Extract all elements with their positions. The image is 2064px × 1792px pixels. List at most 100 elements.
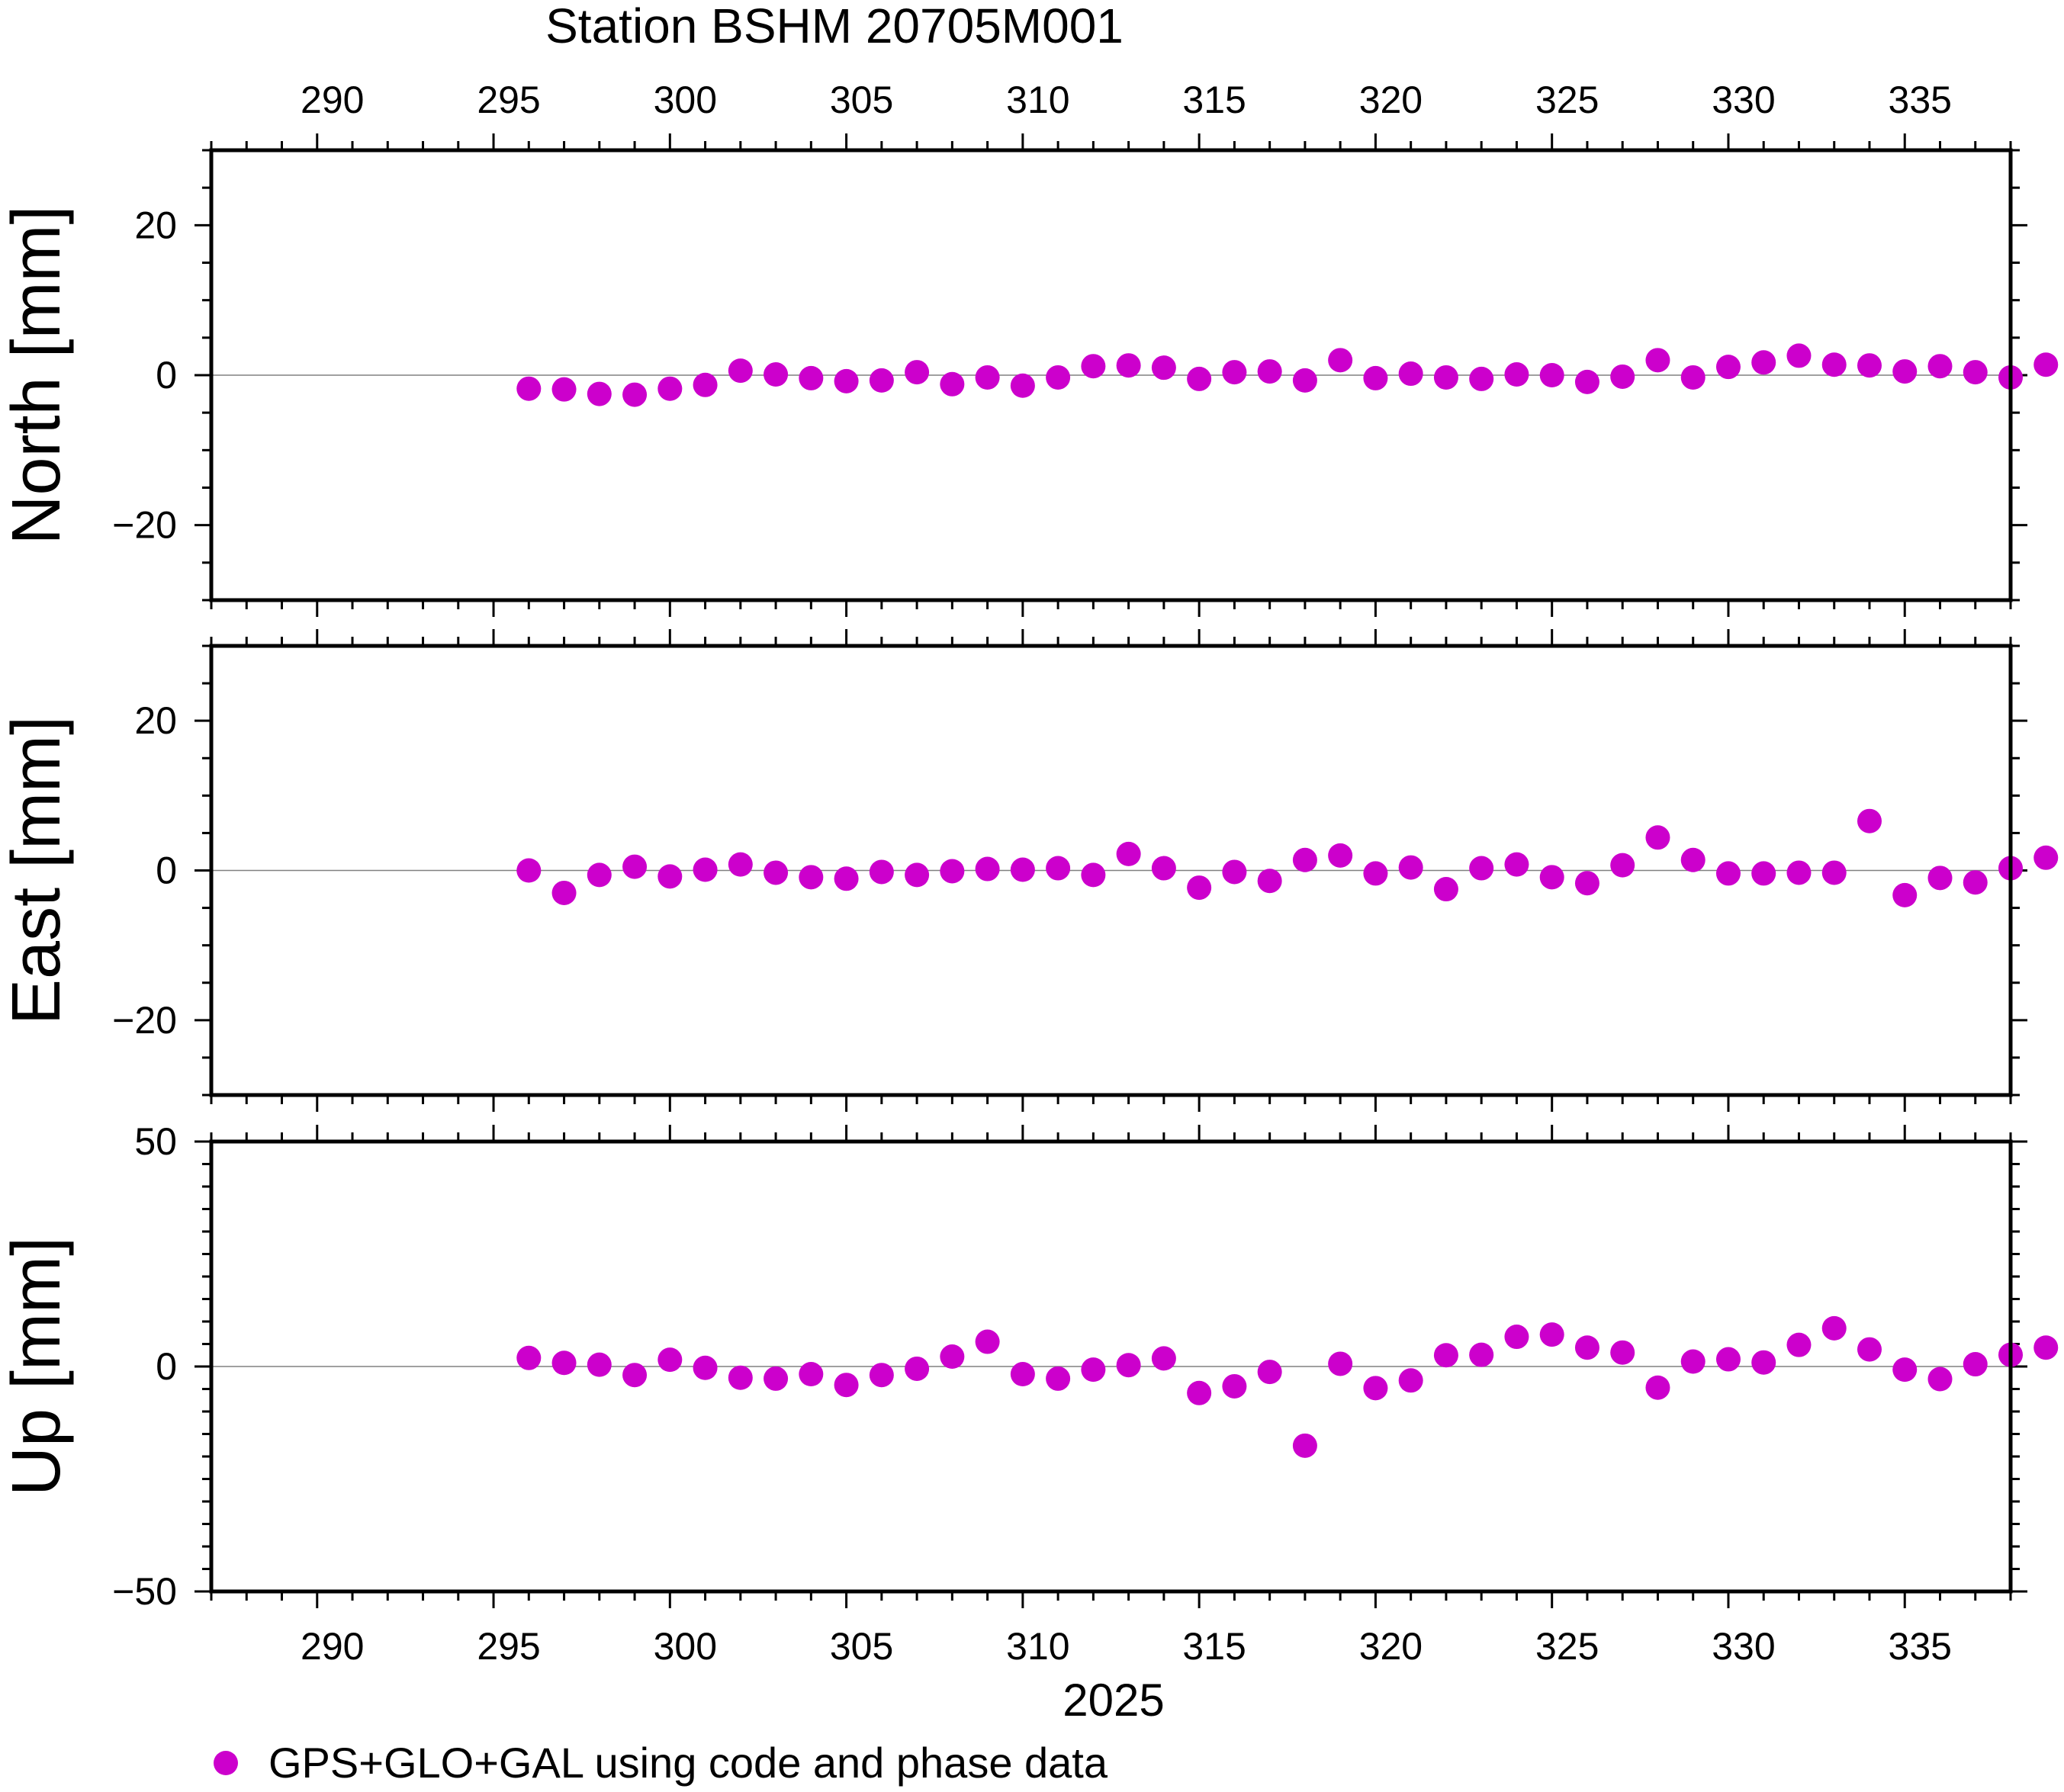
data-point <box>2033 845 2059 870</box>
data-point <box>1963 360 1988 385</box>
x-tick-labels: 290 290 295 295 300 300 305 305 310 310 315 315 320 3… <box>301 79 1952 1668</box>
x-tick-label-top: 310 <box>1006 79 1069 121</box>
data-point <box>1151 1346 1176 1371</box>
data-point <box>869 1363 894 1388</box>
data-point <box>799 865 824 890</box>
data-point <box>905 1356 930 1381</box>
data-point <box>1786 1332 1812 1357</box>
data-point <box>1010 857 1035 882</box>
data-point <box>516 1345 542 1370</box>
data-point <box>1857 1337 1882 1362</box>
data-point <box>1680 365 1706 390</box>
plot-frame <box>209 148 2013 602</box>
data-points <box>516 808 2059 907</box>
y-tick-label: 0 <box>156 849 177 892</box>
y-axis-label: Up [mm] <box>0 1237 75 1496</box>
data-point <box>1892 359 1918 384</box>
data-point <box>1539 865 1564 890</box>
data-point <box>693 1355 718 1380</box>
data-points <box>516 1315 2059 1458</box>
data-point <box>1610 1340 1635 1365</box>
data-point <box>693 857 718 882</box>
y-tick-label: 0 <box>156 1345 177 1388</box>
data-point <box>1328 348 1353 373</box>
data-point <box>869 859 894 885</box>
panel-1: −20 0 20 North [mm] <box>0 133 2059 617</box>
data-point <box>587 381 612 406</box>
data-point <box>1927 354 1953 379</box>
data-point <box>1539 363 1564 387</box>
data-point <box>622 854 648 879</box>
y-tick-label: 0 <box>156 354 177 397</box>
data-point <box>1751 1350 1776 1375</box>
data-point <box>1433 1343 1458 1368</box>
x-tick-label-top: 290 <box>301 79 364 121</box>
data-point <box>1892 1357 1918 1383</box>
y-axis-label: North [mm] <box>0 205 75 544</box>
data-point <box>1292 368 1317 393</box>
plot-frame <box>209 644 2013 1097</box>
data-point <box>1857 808 1882 833</box>
x-tick-label-bottom: 330 <box>1712 1625 1775 1668</box>
data-point <box>516 858 542 883</box>
data-point <box>587 862 612 888</box>
x-tick-label-top: 330 <box>1712 79 1775 121</box>
data-point <box>1680 1349 1706 1374</box>
data-point <box>799 1362 824 1387</box>
x-tick-label-top: 335 <box>1889 79 1952 121</box>
data-point <box>657 376 683 401</box>
data-point <box>551 1350 577 1376</box>
data-point <box>1504 852 1529 877</box>
data-point <box>1645 348 1670 373</box>
data-point <box>2033 352 2059 377</box>
x-tick-label-bottom: 295 <box>477 1625 540 1668</box>
data-point <box>1504 1325 1529 1350</box>
data-point <box>869 368 894 393</box>
x-tick-label-top: 305 <box>830 79 893 121</box>
data-point <box>1574 871 1599 896</box>
data-point <box>1574 369 1599 394</box>
data-point <box>940 859 965 884</box>
data-point <box>1363 365 1388 390</box>
data-point <box>834 866 859 891</box>
data-point <box>975 856 1000 882</box>
data-point <box>1222 859 1247 885</box>
x-tick-label-bottom: 335 <box>1889 1625 1952 1668</box>
y-tick-label: 50 <box>134 1120 177 1163</box>
data-point <box>1328 1351 1353 1376</box>
data-points <box>516 343 2059 407</box>
data-point <box>551 377 577 402</box>
data-point <box>1046 365 1071 390</box>
data-point <box>1821 860 1847 885</box>
panel-2: −20 0 20 East [mm] <box>0 629 2059 1112</box>
data-point <box>1116 1353 1141 1378</box>
data-point <box>1292 847 1317 872</box>
data-point <box>1539 1322 1564 1347</box>
legend-label: GPS+GLO+GAL using code and phase data <box>268 1739 1108 1787</box>
data-point <box>1645 825 1670 850</box>
data-point <box>1363 1376 1388 1401</box>
data-point <box>1257 1360 1282 1385</box>
data-point <box>1751 350 1776 375</box>
y-tick-label: 20 <box>134 699 177 742</box>
panels: −20 0 20 North [mm] −20 0 20 East [mm] −50 0 50 Up … <box>0 79 2059 1668</box>
x-tick-label-bottom: 300 <box>654 1625 717 1668</box>
data-point <box>1081 862 1106 888</box>
data-point <box>1081 1357 1106 1383</box>
data-point <box>1857 353 1882 378</box>
data-point <box>1469 366 1494 391</box>
data-point <box>657 1347 683 1373</box>
data-point <box>905 360 930 385</box>
data-point <box>975 365 1000 390</box>
data-point <box>1927 865 1953 891</box>
data-point <box>1433 877 1458 902</box>
data-point <box>905 862 930 888</box>
data-point <box>975 1329 1000 1354</box>
y-tick-label: −20 <box>112 999 177 1042</box>
data-point <box>1504 362 1529 387</box>
data-point <box>1222 360 1247 385</box>
data-point <box>1610 364 1635 389</box>
x-tick-label-top: 295 <box>477 79 540 121</box>
data-point <box>1328 843 1353 868</box>
x-axis-title: 2025 <box>1063 1675 1164 1726</box>
